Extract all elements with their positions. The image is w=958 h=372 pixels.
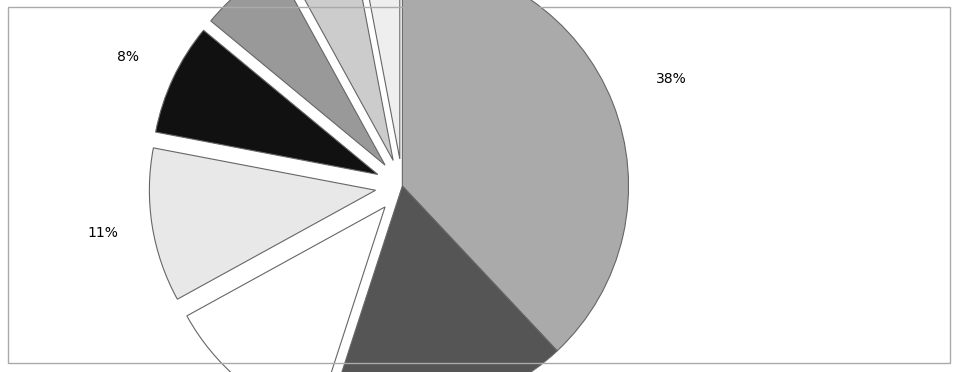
Text: 38%: 38% (656, 73, 687, 86)
Wedge shape (332, 186, 558, 372)
Wedge shape (187, 207, 385, 372)
Wedge shape (357, 0, 399, 159)
Wedge shape (155, 30, 377, 174)
Wedge shape (285, 0, 393, 160)
Wedge shape (402, 0, 628, 351)
Text: 8%: 8% (117, 50, 139, 64)
Text: 11%: 11% (87, 227, 119, 240)
Wedge shape (149, 148, 376, 299)
Wedge shape (211, 0, 385, 165)
